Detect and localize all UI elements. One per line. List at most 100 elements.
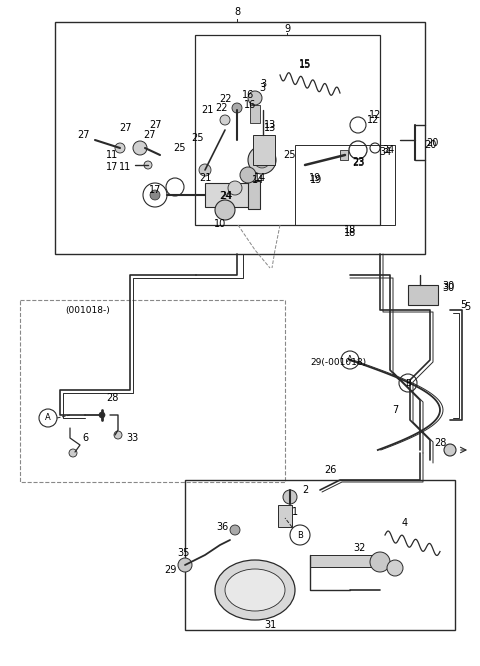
Text: 16: 16 xyxy=(244,100,256,110)
Text: 11: 11 xyxy=(119,162,131,172)
Text: 12: 12 xyxy=(369,110,381,120)
Text: 22: 22 xyxy=(219,94,231,104)
Circle shape xyxy=(150,190,160,200)
Text: 16: 16 xyxy=(242,90,254,100)
Text: 21: 21 xyxy=(201,105,213,115)
Text: 27: 27 xyxy=(77,130,89,140)
Bar xyxy=(340,150,348,160)
Text: (001018-): (001018-) xyxy=(65,306,110,314)
Circle shape xyxy=(254,152,270,168)
Text: 24: 24 xyxy=(220,191,232,201)
Text: 4: 4 xyxy=(402,518,408,528)
Text: 19: 19 xyxy=(310,175,322,185)
Circle shape xyxy=(387,560,403,576)
Text: 27: 27 xyxy=(119,123,131,133)
Circle shape xyxy=(115,143,125,153)
Circle shape xyxy=(283,490,297,504)
Text: 6: 6 xyxy=(82,433,88,443)
Text: 29(-001018): 29(-001018) xyxy=(310,358,366,366)
Bar xyxy=(205,183,250,207)
Text: 34: 34 xyxy=(379,147,391,157)
Text: 35: 35 xyxy=(177,548,189,558)
Text: 8: 8 xyxy=(234,7,240,17)
Circle shape xyxy=(444,444,456,456)
Text: B: B xyxy=(405,378,411,388)
Text: 13: 13 xyxy=(264,120,276,130)
Circle shape xyxy=(248,91,262,105)
Text: 10: 10 xyxy=(214,219,226,229)
Text: 28: 28 xyxy=(106,393,118,403)
Text: 31: 31 xyxy=(264,620,276,630)
Text: 20: 20 xyxy=(424,140,436,150)
Text: 23: 23 xyxy=(352,157,364,167)
Text: 15: 15 xyxy=(299,60,311,70)
Bar xyxy=(185,480,455,630)
Text: A: A xyxy=(45,414,51,422)
Circle shape xyxy=(114,431,122,439)
Text: A: A xyxy=(347,356,353,364)
Ellipse shape xyxy=(215,560,295,620)
Text: 7: 7 xyxy=(392,405,398,415)
Circle shape xyxy=(230,525,240,535)
Text: 3: 3 xyxy=(260,79,266,89)
Circle shape xyxy=(133,141,147,155)
Bar xyxy=(295,145,395,225)
Text: 21: 21 xyxy=(199,173,211,183)
Text: 5: 5 xyxy=(460,300,466,310)
Circle shape xyxy=(248,146,276,174)
Text: 17: 17 xyxy=(149,185,161,195)
Bar xyxy=(253,135,275,165)
Text: B: B xyxy=(297,531,303,539)
Circle shape xyxy=(228,181,242,195)
Text: 15: 15 xyxy=(299,59,311,69)
Circle shape xyxy=(178,558,192,572)
Text: 20: 20 xyxy=(426,138,438,148)
Text: 17: 17 xyxy=(106,162,118,172)
Text: 25: 25 xyxy=(191,133,203,143)
Text: 18: 18 xyxy=(344,225,356,235)
Text: 13: 13 xyxy=(264,123,276,133)
Circle shape xyxy=(69,449,77,457)
Text: 23: 23 xyxy=(352,158,364,168)
Text: 32: 32 xyxy=(354,543,366,553)
Text: 28: 28 xyxy=(434,438,446,448)
Text: 12: 12 xyxy=(367,115,379,125)
Text: 27: 27 xyxy=(149,120,161,130)
Text: 9: 9 xyxy=(284,24,290,34)
Text: 2: 2 xyxy=(302,485,308,495)
Text: 19: 19 xyxy=(309,173,321,183)
Text: 11: 11 xyxy=(106,150,118,160)
Bar xyxy=(408,285,438,305)
Text: 3: 3 xyxy=(259,83,265,93)
Circle shape xyxy=(240,167,256,183)
Circle shape xyxy=(232,103,242,113)
Text: 5: 5 xyxy=(464,302,470,312)
Text: 25: 25 xyxy=(284,150,296,160)
Circle shape xyxy=(99,412,105,418)
Bar xyxy=(195,35,380,225)
Bar xyxy=(310,555,380,567)
Circle shape xyxy=(144,161,152,169)
Circle shape xyxy=(199,164,211,176)
Text: 30: 30 xyxy=(442,281,454,291)
Bar xyxy=(248,181,260,209)
Bar xyxy=(278,505,292,527)
Bar xyxy=(20,300,285,482)
Bar xyxy=(55,22,425,254)
Ellipse shape xyxy=(225,569,285,611)
Text: 26: 26 xyxy=(324,465,336,475)
Text: 33: 33 xyxy=(126,433,138,443)
Text: 36: 36 xyxy=(216,522,228,532)
Text: 18: 18 xyxy=(344,228,356,238)
Circle shape xyxy=(220,115,230,125)
Text: 14: 14 xyxy=(252,175,264,185)
Circle shape xyxy=(370,552,390,572)
Text: 22: 22 xyxy=(216,103,228,113)
Text: 34: 34 xyxy=(382,145,394,155)
Text: 1: 1 xyxy=(292,507,298,517)
Text: 24: 24 xyxy=(219,191,231,201)
Bar xyxy=(250,105,260,123)
Text: 30: 30 xyxy=(442,283,454,293)
Text: 27: 27 xyxy=(144,130,156,140)
Text: 14: 14 xyxy=(254,173,266,183)
